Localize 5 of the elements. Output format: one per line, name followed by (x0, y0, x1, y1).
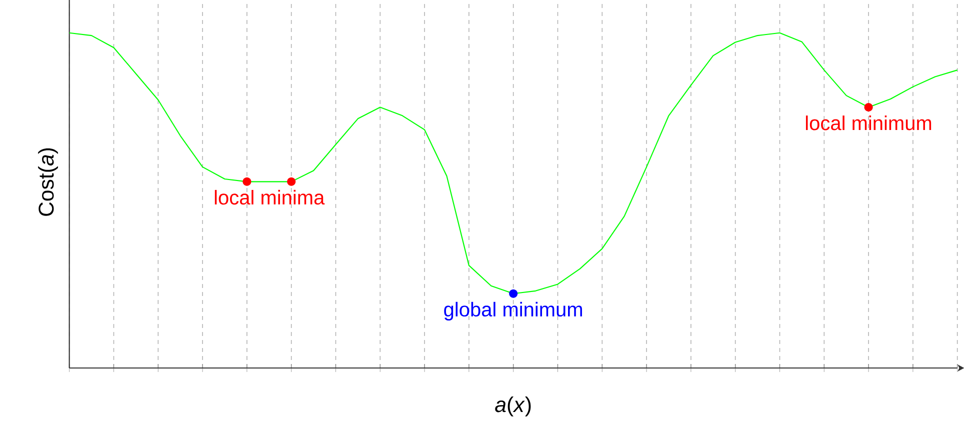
annotation: local minima (214, 190, 325, 205)
x-axis-title: a(x) (495, 396, 531, 416)
y-axis-title: Cost(a) (38, 148, 58, 216)
annotation: global minimum (444, 302, 582, 320)
annotation: local minimum (806, 116, 932, 130)
